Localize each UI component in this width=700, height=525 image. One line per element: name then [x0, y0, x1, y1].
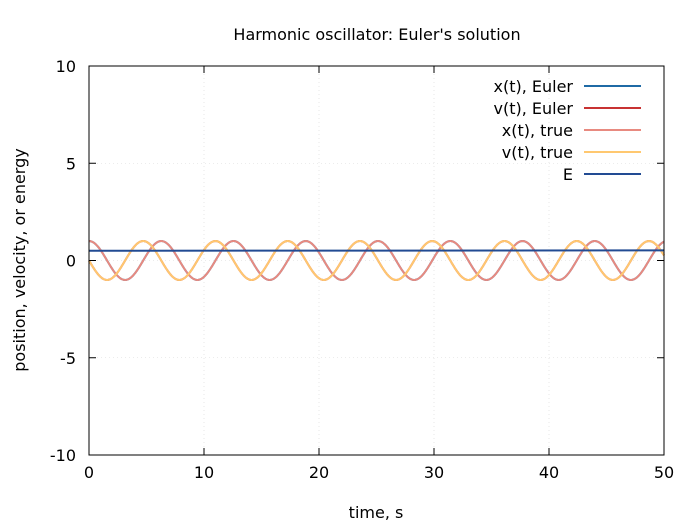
series-line-x-t-true — [88, 240, 665, 281]
axis-ticks: 0 10 20 30 40 50 -10 -5 0 5 10 — [50, 57, 674, 482]
series-line-v-t-true — [88, 240, 665, 281]
x-axis-label: time, s — [349, 503, 404, 522]
x-tick-label: 10 — [194, 463, 214, 482]
legend-label-x-t-true: x(t), true — [502, 121, 573, 140]
x-tick-label: 50 — [654, 463, 674, 482]
y-tick-label: 10 — [56, 57, 76, 76]
legend-label-v-t-true: v(t), true — [502, 143, 573, 162]
legend-label-e: E — [563, 165, 573, 184]
y-tick-label: -10 — [50, 446, 76, 465]
chart-title: Harmonic oscillator: Euler's solution — [233, 25, 520, 44]
y-tick-label: 0 — [66, 252, 76, 271]
legend-label-x-t-euler: x(t), Euler — [493, 77, 573, 96]
y-tick-label: 5 — [66, 154, 76, 173]
x-tick-label: 40 — [539, 463, 559, 482]
plot-series — [88, 240, 665, 281]
y-tick-label: -5 — [60, 349, 76, 368]
grid — [89, 66, 664, 455]
x-tick-label: 30 — [424, 463, 444, 482]
legend: x(t), Euler v(t), Euler x(t), true v(t), tr… — [493, 77, 641, 184]
x-tick-label: 0 — [84, 463, 94, 482]
legend-label-v-t-euler: v(t), Euler — [493, 99, 573, 118]
y-axis-label: position, velocity, or energy — [10, 148, 29, 371]
x-tick-label: 20 — [309, 463, 329, 482]
